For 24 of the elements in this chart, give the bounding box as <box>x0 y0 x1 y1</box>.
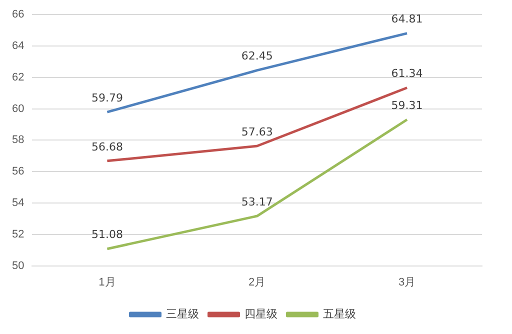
data-label: 59.31 <box>391 98 423 112</box>
y-tick-label: 52 <box>12 228 24 240</box>
data-label: 59.79 <box>91 91 123 104</box>
y-tick-label: 66 <box>12 8 24 21</box>
y-tick-label: 50 <box>12 260 24 272</box>
data-label: 61.34 <box>391 67 423 80</box>
data-label: 53.17 <box>241 195 273 208</box>
y-tick-label: 54 <box>12 197 24 210</box>
legend-label: 三星级 <box>166 307 199 320</box>
data-label: 56.68 <box>91 140 123 154</box>
legend-label: 四星级 <box>244 307 278 320</box>
data-label: 64.81 <box>391 12 423 26</box>
y-tick-label: 64 <box>12 40 24 52</box>
y-tick-label: 62 <box>12 71 24 84</box>
legend-label: 五星级 <box>322 307 356 320</box>
x-tick-label: 3月 <box>398 276 416 288</box>
data-label: 51.08 <box>91 228 123 242</box>
data-label: 57.63 <box>241 125 273 138</box>
y-tick-label: 60 <box>12 102 24 115</box>
y-tick-label: 56 <box>12 166 24 178</box>
x-tick-label: 1月 <box>98 276 116 288</box>
y-tick-label: 58 <box>12 134 24 146</box>
x-tick-label: 2月 <box>248 276 266 288</box>
data-label: 62.45 <box>241 50 273 63</box>
